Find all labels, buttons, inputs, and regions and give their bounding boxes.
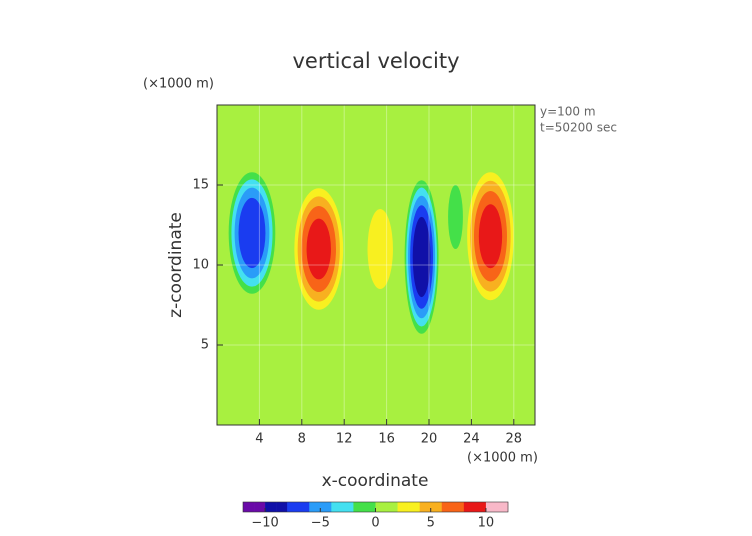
colorbar-tick-label: 5 bbox=[427, 516, 435, 531]
colorbar-cell bbox=[485, 502, 498, 512]
colorbar-cell bbox=[254, 502, 266, 512]
x-tick-label: 16 bbox=[378, 432, 395, 447]
x-tick-label: 8 bbox=[298, 432, 306, 447]
colorbar-cell bbox=[397, 502, 409, 512]
colorbar-cell bbox=[353, 502, 365, 512]
colorbar-tick-label: 0 bbox=[371, 516, 379, 531]
x-tick-label: 24 bbox=[463, 432, 480, 447]
y-unit: (×1000 m) bbox=[143, 77, 214, 92]
contour-level bbox=[367, 209, 393, 289]
x-tick-label: 28 bbox=[506, 432, 523, 447]
colorbar-cell bbox=[496, 502, 509, 512]
contour-level bbox=[448, 185, 463, 249]
colorbar-cell bbox=[408, 502, 420, 512]
colorbar-cell bbox=[298, 502, 310, 512]
colorbar-cell bbox=[364, 502, 376, 512]
colorbar-tick-label: −5 bbox=[311, 516, 330, 531]
x-tick-label: 20 bbox=[421, 432, 438, 447]
colorbar-tick-label: 10 bbox=[478, 516, 495, 531]
contour-level bbox=[238, 197, 266, 269]
colorbar-cell bbox=[320, 502, 332, 512]
colorbar-cell bbox=[452, 502, 465, 512]
colorbar-cell bbox=[463, 502, 476, 512]
y-tick-label: 5 bbox=[201, 338, 209, 353]
x-axis-label: x-coordinate bbox=[322, 471, 429, 491]
y-axis-label: z-coordinate bbox=[166, 212, 186, 318]
colorbar-cell bbox=[265, 502, 277, 512]
annotation: t=50200 sec bbox=[540, 121, 617, 135]
colorbar-cell bbox=[276, 502, 288, 512]
contour-level bbox=[306, 218, 331, 280]
annotation: y=100 m bbox=[540, 105, 596, 119]
colorbar-cell bbox=[331, 502, 343, 512]
y-tick-label: 15 bbox=[192, 178, 209, 193]
colorbar-cell bbox=[441, 502, 454, 512]
x-unit: (×1000 m) bbox=[467, 451, 538, 466]
y-tick-label: 10 bbox=[192, 258, 209, 273]
colorbar-cell bbox=[386, 502, 398, 512]
chart-title: vertical velocity bbox=[292, 49, 459, 73]
colorbar-tick-label: −10 bbox=[251, 516, 278, 531]
x-tick-label: 12 bbox=[336, 432, 353, 447]
colorbar-cell bbox=[342, 502, 354, 512]
x-tick-label: 4 bbox=[255, 432, 263, 447]
field bbox=[217, 105, 535, 425]
colorbar-cell bbox=[309, 502, 321, 512]
colorbar-cell bbox=[419, 502, 432, 512]
colorbar-cell bbox=[430, 502, 443, 512]
plot-frame bbox=[216, 104, 536, 426]
contour-level bbox=[412, 216, 431, 298]
colorbar-cell bbox=[243, 502, 255, 512]
colorbar-cell bbox=[474, 502, 487, 512]
colorbar-cell bbox=[287, 502, 299, 512]
colorbar-cell bbox=[375, 502, 387, 512]
contour-level bbox=[478, 204, 503, 269]
